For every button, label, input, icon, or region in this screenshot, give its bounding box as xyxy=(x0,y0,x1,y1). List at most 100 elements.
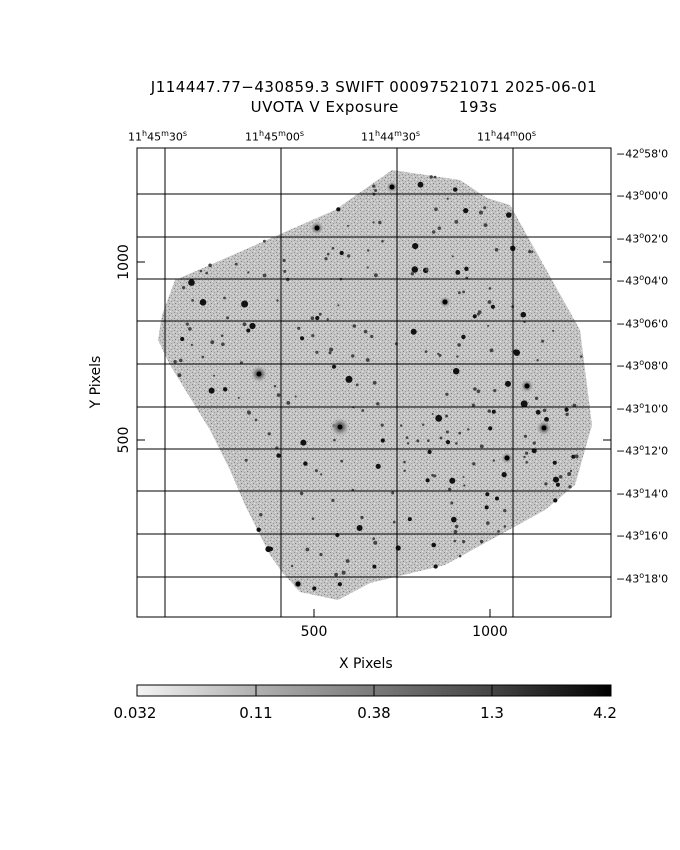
star xyxy=(445,430,449,434)
star xyxy=(254,418,258,422)
star xyxy=(351,354,355,358)
star xyxy=(392,520,396,524)
coordinate-grid xyxy=(137,148,611,617)
star xyxy=(542,408,546,412)
star xyxy=(425,267,429,272)
star xyxy=(532,441,536,445)
star xyxy=(297,326,301,330)
exposure-footprint xyxy=(158,170,592,600)
ra-tick-label: 11h44m30s xyxy=(361,129,421,144)
bright-star-core xyxy=(256,371,262,377)
dec-tick-label: −43o18'0 xyxy=(616,571,669,586)
star xyxy=(487,300,492,304)
star xyxy=(403,469,406,472)
dec-tick-label: −43o16'0 xyxy=(616,528,669,543)
star xyxy=(337,304,340,307)
star xyxy=(182,286,186,290)
star xyxy=(373,540,378,545)
star xyxy=(427,439,430,443)
star xyxy=(180,336,185,342)
star xyxy=(347,224,349,227)
star xyxy=(246,328,251,333)
star xyxy=(199,269,203,273)
star xyxy=(467,428,470,431)
star xyxy=(410,328,417,335)
bright-star-core xyxy=(314,225,320,231)
star xyxy=(339,250,344,256)
dec-tick-label: −43o04'0 xyxy=(616,273,669,288)
star xyxy=(328,351,332,355)
star xyxy=(249,322,256,330)
star xyxy=(536,359,539,362)
star xyxy=(535,409,541,415)
star xyxy=(311,517,315,520)
star xyxy=(457,343,461,347)
star xyxy=(453,187,458,192)
star xyxy=(286,401,291,405)
star xyxy=(462,290,465,294)
star xyxy=(472,462,476,466)
star xyxy=(375,463,381,469)
star xyxy=(329,347,334,352)
star xyxy=(451,516,457,523)
star xyxy=(473,387,477,391)
star xyxy=(411,266,418,273)
star xyxy=(483,223,488,228)
star xyxy=(487,409,491,413)
star xyxy=(345,375,353,383)
star xyxy=(569,469,573,472)
star xyxy=(488,287,492,290)
star xyxy=(455,270,461,275)
star xyxy=(173,360,177,364)
y-axis-label: Y Pixels xyxy=(88,355,104,409)
exposure-value: 193s xyxy=(458,98,498,116)
star xyxy=(505,380,511,387)
star xyxy=(449,477,456,484)
star xyxy=(448,487,452,491)
star xyxy=(320,473,323,476)
star xyxy=(523,455,526,459)
star xyxy=(242,322,247,327)
star xyxy=(495,496,499,501)
star xyxy=(564,407,569,412)
star xyxy=(391,491,395,495)
star xyxy=(565,412,569,417)
bright-star-core xyxy=(389,184,395,190)
star xyxy=(450,501,454,505)
plot-frame xyxy=(136,147,612,618)
star xyxy=(454,524,459,529)
star xyxy=(241,300,249,308)
star xyxy=(267,432,271,436)
star xyxy=(488,426,493,431)
star xyxy=(431,473,434,477)
star xyxy=(412,243,419,250)
star xyxy=(425,478,430,483)
star xyxy=(380,423,384,427)
star xyxy=(262,273,267,278)
colorbar-tick-label: 0.032 xyxy=(113,704,157,722)
star xyxy=(433,474,437,478)
star xyxy=(372,221,375,224)
star xyxy=(310,316,315,321)
x-axis-label: X Pixels xyxy=(339,656,393,672)
star xyxy=(188,327,192,331)
dec-tick-label: −43o06'0 xyxy=(616,316,669,331)
star xyxy=(489,348,494,353)
star xyxy=(315,350,319,354)
ra-tick-label: 11h45m30s xyxy=(128,129,188,144)
star xyxy=(347,254,351,258)
star xyxy=(318,312,322,316)
star xyxy=(185,322,189,326)
star xyxy=(484,505,489,510)
image-subtitle: UVOTA V Exposure 193s xyxy=(34,98,680,116)
star xyxy=(520,400,528,408)
star xyxy=(326,318,329,321)
star xyxy=(226,316,230,320)
x-tick-label: 500 xyxy=(300,624,328,640)
star xyxy=(487,324,490,327)
star xyxy=(234,262,238,266)
star xyxy=(437,226,441,230)
star xyxy=(341,570,346,575)
star xyxy=(429,175,433,179)
